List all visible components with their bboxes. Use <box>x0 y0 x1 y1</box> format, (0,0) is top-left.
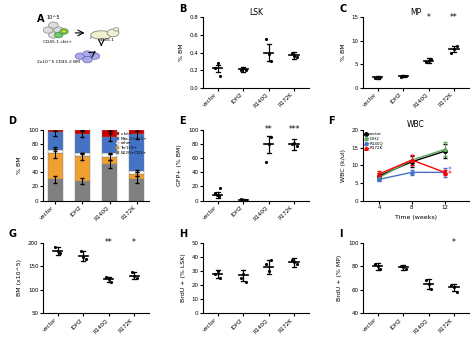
Text: *: * <box>448 170 452 179</box>
Circle shape <box>75 53 85 59</box>
Y-axis label: WBC (k/ul): WBC (k/ul) <box>341 149 346 182</box>
Text: D: D <box>9 117 17 126</box>
Text: 2x10^5 CD45.2 BM: 2x10^5 CD45.2 BM <box>37 60 80 64</box>
Y-axis label: BrdU + (% MP): BrdU + (% MP) <box>337 255 342 301</box>
Circle shape <box>48 32 58 38</box>
Circle shape <box>107 29 119 37</box>
Bar <box>129 179 145 200</box>
Text: A: A <box>37 14 45 24</box>
Circle shape <box>43 27 53 33</box>
Text: C: C <box>339 4 346 14</box>
Title: WBC: WBC <box>407 120 425 129</box>
Bar <box>47 132 63 150</box>
Text: **: ** <box>450 13 458 22</box>
Y-axis label: % BM: % BM <box>179 44 184 62</box>
Circle shape <box>54 27 64 33</box>
Text: 10^5: 10^5 <box>46 15 60 20</box>
Text: B: B <box>179 4 187 14</box>
Text: G: G <box>9 229 17 239</box>
Text: **: ** <box>105 238 112 247</box>
Text: CD45.1 ckit+: CD45.1 ckit+ <box>43 40 72 44</box>
Text: H: H <box>179 229 187 239</box>
Bar <box>75 130 90 134</box>
Bar <box>47 150 63 153</box>
Y-axis label: GFP+ (% BM): GFP+ (% BM) <box>177 144 182 186</box>
Text: CD45.1: CD45.1 <box>99 38 115 42</box>
Bar <box>102 157 117 164</box>
Bar <box>129 171 145 174</box>
Bar <box>75 156 90 181</box>
Y-axis label: BM (x10^5): BM (x10^5) <box>18 260 22 296</box>
Bar <box>75 153 90 156</box>
Circle shape <box>82 51 92 57</box>
Circle shape <box>82 56 92 63</box>
Y-axis label: % BM: % BM <box>341 44 346 62</box>
Bar <box>102 164 117 200</box>
Bar <box>102 137 117 153</box>
Circle shape <box>60 29 68 34</box>
Text: F: F <box>328 117 335 126</box>
Circle shape <box>114 27 119 31</box>
Title: MP: MP <box>410 8 421 17</box>
Text: **: ** <box>265 125 273 134</box>
Bar <box>129 134 145 171</box>
Bar <box>75 134 90 153</box>
Text: *: * <box>448 166 452 175</box>
Bar <box>102 130 117 137</box>
Bar <box>47 179 63 200</box>
Y-axis label: % BM: % BM <box>18 157 22 174</box>
Bar <box>47 153 63 179</box>
Circle shape <box>55 32 63 38</box>
Text: I: I <box>339 229 343 239</box>
Legend: vector, IDH2, R140Q, R172K: vector, IDH2, R140Q, R172K <box>365 132 383 150</box>
Text: *: * <box>427 13 430 22</box>
Y-axis label: BrdU + (% LSK): BrdU + (% LSK) <box>181 254 186 302</box>
Circle shape <box>48 22 58 28</box>
Text: *: * <box>132 238 136 247</box>
Bar <box>102 153 117 157</box>
Text: E: E <box>179 117 186 126</box>
Bar <box>47 130 63 132</box>
Bar <box>129 174 145 179</box>
Text: *: * <box>452 238 456 247</box>
X-axis label: Time (weeks): Time (weeks) <box>395 215 437 220</box>
Bar <box>75 181 90 200</box>
Legend: c-kit+, Mac-1+Gr1+, other, Ter119+, B220+CD3+: c-kit+, Mac-1+Gr1+, other, Ter119+, B220… <box>116 132 147 155</box>
Circle shape <box>62 30 66 33</box>
Bar <box>129 130 145 134</box>
Text: ***: *** <box>288 125 300 134</box>
Ellipse shape <box>91 31 112 39</box>
Title: LSK: LSK <box>249 8 263 17</box>
Circle shape <box>90 53 100 59</box>
